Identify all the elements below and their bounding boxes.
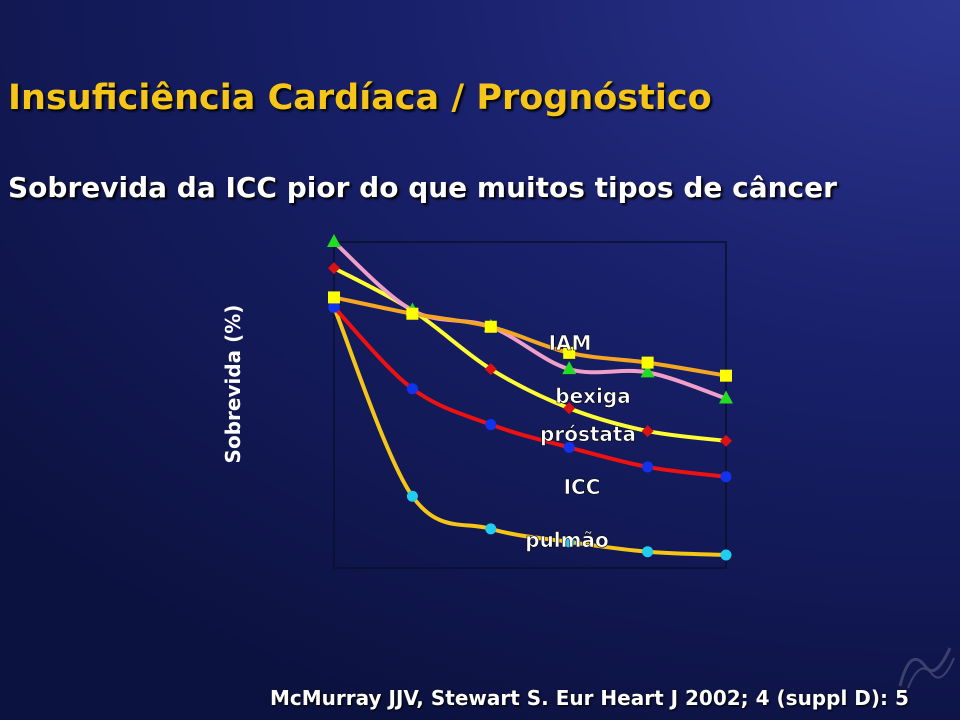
- data-point-pulmao: [485, 523, 497, 535]
- data-point-pulmao: [563, 536, 575, 548]
- data-point-iam: [406, 307, 419, 320]
- logo-watermark: [898, 647, 955, 689]
- series-label-icc: ICC: [564, 475, 601, 499]
- data-point-icc: [485, 419, 497, 431]
- data-point-prostata: [641, 425, 654, 438]
- slide-subtitle: Sobrevida da ICC pior do que muitos tipo…: [8, 171, 837, 204]
- data-point-iam: [328, 291, 340, 304]
- series-label-iam: IAM: [549, 331, 592, 355]
- data-point-iam: [641, 356, 654, 369]
- series-label-prostata: próstata: [540, 422, 636, 446]
- series-label-pulmao: pulmão: [525, 528, 609, 552]
- data-point-iam: [563, 346, 576, 359]
- data-point-pulmao: [720, 549, 732, 561]
- series-layer: [327, 234, 733, 561]
- data-point-icc: [642, 461, 654, 473]
- series-line-bexiga: [332, 240, 727, 401]
- data-point-bexiga: [327, 234, 341, 247]
- data-point-icc: [406, 383, 418, 395]
- data-point-prostata: [720, 434, 732, 447]
- data-point-pulmao: [406, 490, 418, 502]
- citation: McMurray JJV, Stewart S. Eur Heart J 200…: [270, 686, 909, 710]
- series-line-prostata: [333, 266, 727, 443]
- series-label-bexiga: bexiga: [555, 384, 630, 408]
- data-point-icc: [563, 441, 575, 453]
- data-point-bexiga: [719, 390, 733, 404]
- data-point-icc: [328, 301, 340, 313]
- data-point-prostata: [484, 363, 497, 376]
- plot-area: [333, 241, 727, 569]
- data-point-pulmao: [642, 546, 654, 558]
- data-point-prostata: [328, 262, 340, 275]
- data-point-icc: [720, 471, 732, 483]
- series-line-pulmao: [332, 306, 727, 557]
- data-point-bexiga: [640, 364, 655, 378]
- series-labels: IAM bexiga próstata ICC pulmão: [525, 331, 636, 553]
- y-axis-label: Sobrevida (%): [221, 305, 245, 464]
- data-point-bexiga: [562, 361, 577, 375]
- slide-title: Insuficiência Cardíaca / Prognóstico: [8, 78, 712, 118]
- data-point-iam: [484, 320, 497, 333]
- data-point-iam: [720, 369, 732, 382]
- data-point-prostata: [563, 402, 576, 415]
- series-line-iam: [333, 295, 727, 378]
